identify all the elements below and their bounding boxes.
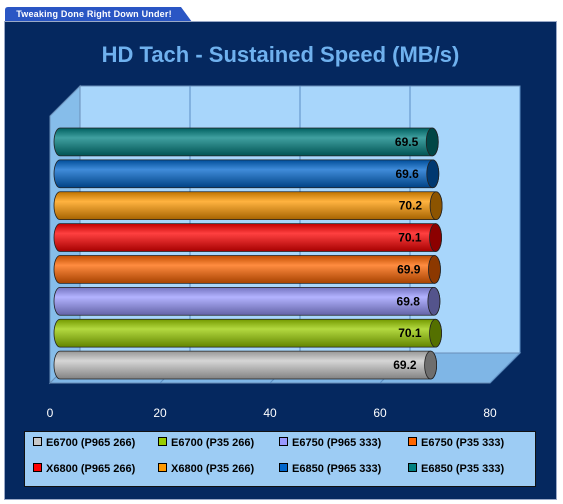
legend-item: E6750 (P35 333) — [408, 435, 504, 451]
gridline-floor — [489, 352, 521, 384]
bar-cap — [425, 127, 439, 157]
legend-item: E6700 (P35 266) — [158, 435, 254, 451]
banner-text: Tweaking Done Right Down Under! — [16, 9, 172, 19]
chart-title: HD Tach - Sustained Speed (MB/s) — [101, 42, 460, 67]
x-tick-label: 0 — [47, 406, 54, 420]
bar-value-label: 69.2 — [393, 358, 417, 372]
legend-item: E6750 (P965 333) — [279, 435, 381, 451]
x-tick-label: 60 — [373, 406, 387, 420]
bar: 69.8 — [53, 286, 441, 316]
bar-value-label: 69.5 — [395, 135, 419, 149]
legend-item: X6800 (P35 266) — [158, 461, 254, 477]
legend-item: E6700 (P965 266) — [33, 435, 135, 451]
bar-cap — [429, 223, 442, 252]
legend-swatch — [158, 437, 167, 446]
bar: 70.1 — [53, 223, 442, 252]
legend-label: E6700 (P35 266) — [171, 437, 255, 449]
legend-label: E6750 (P965 333) — [292, 437, 382, 449]
bar: 69.2 — [53, 350, 438, 380]
chart-plot: 69.5 69.6 70.2 70.1 69.9 69.8 70.1 69.2 0 20 40 60… — [47, 84, 522, 420]
bar: 70.2 — [53, 191, 443, 221]
bar-cap — [429, 191, 443, 221]
legend-item: X6800 (P965 266) — [33, 461, 135, 477]
bar-cap — [424, 350, 438, 380]
bar-value-label: 70.2 — [399, 199, 423, 213]
chart-legend: E6700 (P965 266) E6700 (P35 266) E6750 (P9… — [24, 431, 536, 487]
legend-item: E6850 (P35 333) — [408, 461, 504, 477]
bar-body — [53, 191, 443, 221]
bar: 69.6 — [53, 159, 440, 189]
banner-tab-shape — [5, 7, 192, 22]
bar: 69.5 — [53, 127, 439, 157]
legend-label: E6850 (P35 333) — [421, 463, 505, 475]
bar-body — [53, 318, 442, 348]
bar-cap — [429, 318, 442, 348]
bar-value-label: 69.9 — [397, 262, 421, 276]
legend-label: E6750 (P35 333) — [421, 437, 505, 449]
bar-body — [53, 255, 441, 284]
legend-swatch — [279, 437, 288, 446]
bar-value-label: 69.8 — [397, 294, 421, 308]
bar-value-label: 70.1 — [398, 231, 422, 245]
x-tick-label: 80 — [483, 406, 497, 420]
bar-body — [53, 350, 437, 380]
legend-swatch — [33, 463, 42, 472]
legend-swatch — [33, 437, 42, 446]
bar-cap — [428, 255, 441, 284]
legend-swatch — [408, 437, 417, 446]
bar-cap — [426, 159, 440, 189]
bar-value-label: 69.6 — [395, 167, 419, 181]
bar: 70.1 — [53, 318, 442, 348]
bar-cap — [427, 286, 441, 316]
legend-swatch — [408, 463, 417, 472]
legend-label: E6850 (P965 333) — [292, 463, 382, 475]
legend-label: X6800 (P965 266) — [46, 463, 136, 475]
bar-body — [53, 286, 441, 316]
legend-item: E6850 (P965 333) — [279, 461, 381, 477]
legend-label: E6700 (P965 266) — [46, 437, 136, 449]
legend-swatch — [158, 463, 167, 472]
legend-swatch — [279, 463, 288, 472]
bar-body — [53, 127, 439, 157]
bar-body — [53, 159, 440, 189]
bar: 69.9 — [53, 255, 441, 284]
bar-value-label: 70.1 — [398, 326, 422, 340]
x-tick-label: 20 — [153, 406, 167, 420]
site-banner: Tweaking Done Right Down Under! — [5, 7, 192, 22]
x-tick-label: 40 — [263, 406, 277, 420]
bar-body — [53, 223, 442, 252]
legend-label: X6800 (P35 266) — [171, 463, 255, 475]
